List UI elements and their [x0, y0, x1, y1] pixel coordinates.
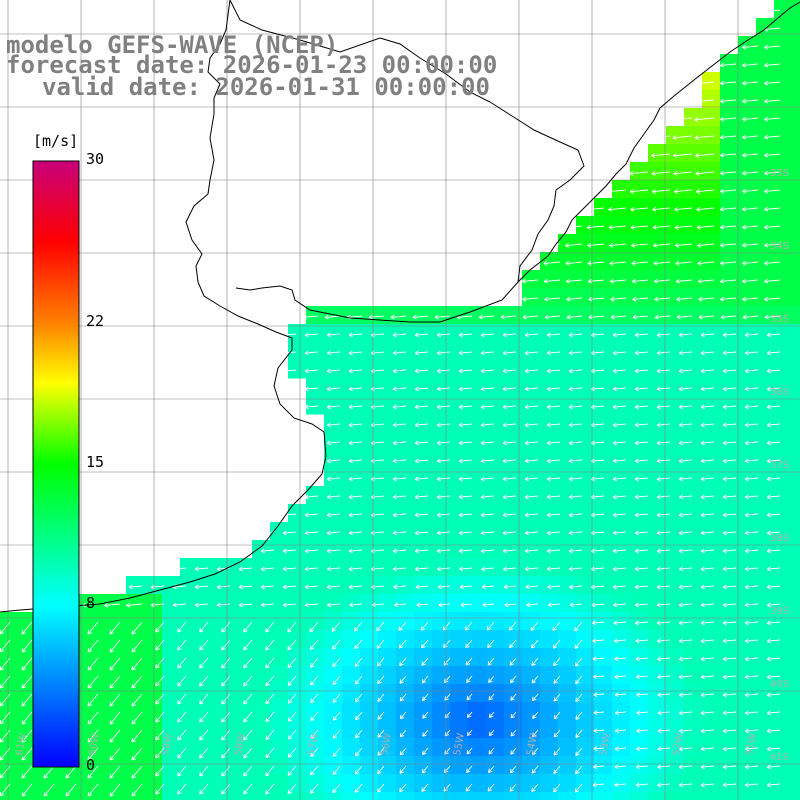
colorbar	[32, 160, 80, 768]
longitude-label: 52W	[671, 732, 686, 756]
colorbar-tick-label: 22	[86, 311, 105, 330]
longitude-label: 61W	[14, 732, 29, 756]
colorbar-tick-label: 15	[86, 453, 105, 471]
longitude-label: 53W	[598, 732, 613, 756]
model-title: modelo GEFS-WAVE (NCEP)	[6, 31, 339, 59]
latitude-label: 33S	[770, 168, 789, 179]
longitude-label: 59W	[160, 732, 175, 756]
longitude-label: 58W	[233, 732, 248, 756]
longitude-label: 56W	[379, 732, 394, 756]
latitude-label: 40S	[770, 679, 789, 690]
colorbar-tick-label: 30	[86, 150, 105, 168]
grid-labels: 33S 34S 35S 36S 37S 38S 39S 40S 41S 61W 60W 59W 58W 5…	[14, 168, 789, 763]
latitude-label: 34S	[770, 241, 789, 252]
wind-arrows	[0, 8, 781, 797]
coastline-uruguay-brazil	[229, 0, 800, 323]
latitude-label: 41S	[770, 752, 789, 763]
valid-date: valid date: 2026-01-31 00:00:00	[42, 73, 490, 101]
colorbar-gradient	[32, 160, 80, 768]
longitude-label: 51W	[744, 732, 759, 756]
forecast-date: forecast date: 2026-01-23 00:00:00	[6, 51, 498, 79]
colorbar-units: [m/s]	[33, 132, 79, 150]
latitude-label: 37S	[770, 460, 789, 471]
longitude-label: 60W	[87, 732, 102, 756]
latitude-label: 38S	[770, 533, 789, 544]
longitude-label: 54W	[525, 732, 540, 756]
colorbar-tick-label: 8	[86, 594, 96, 613]
longitude-label: 57W	[306, 732, 321, 756]
coastline	[0, 0, 327, 613]
latitude-label: 35S	[770, 314, 789, 325]
longitude-label: 55W	[452, 732, 467, 756]
latitude-label: 36S	[770, 387, 789, 398]
colorbar-tick-label: 0	[86, 756, 96, 774]
latitude-label: 39S	[770, 606, 789, 617]
